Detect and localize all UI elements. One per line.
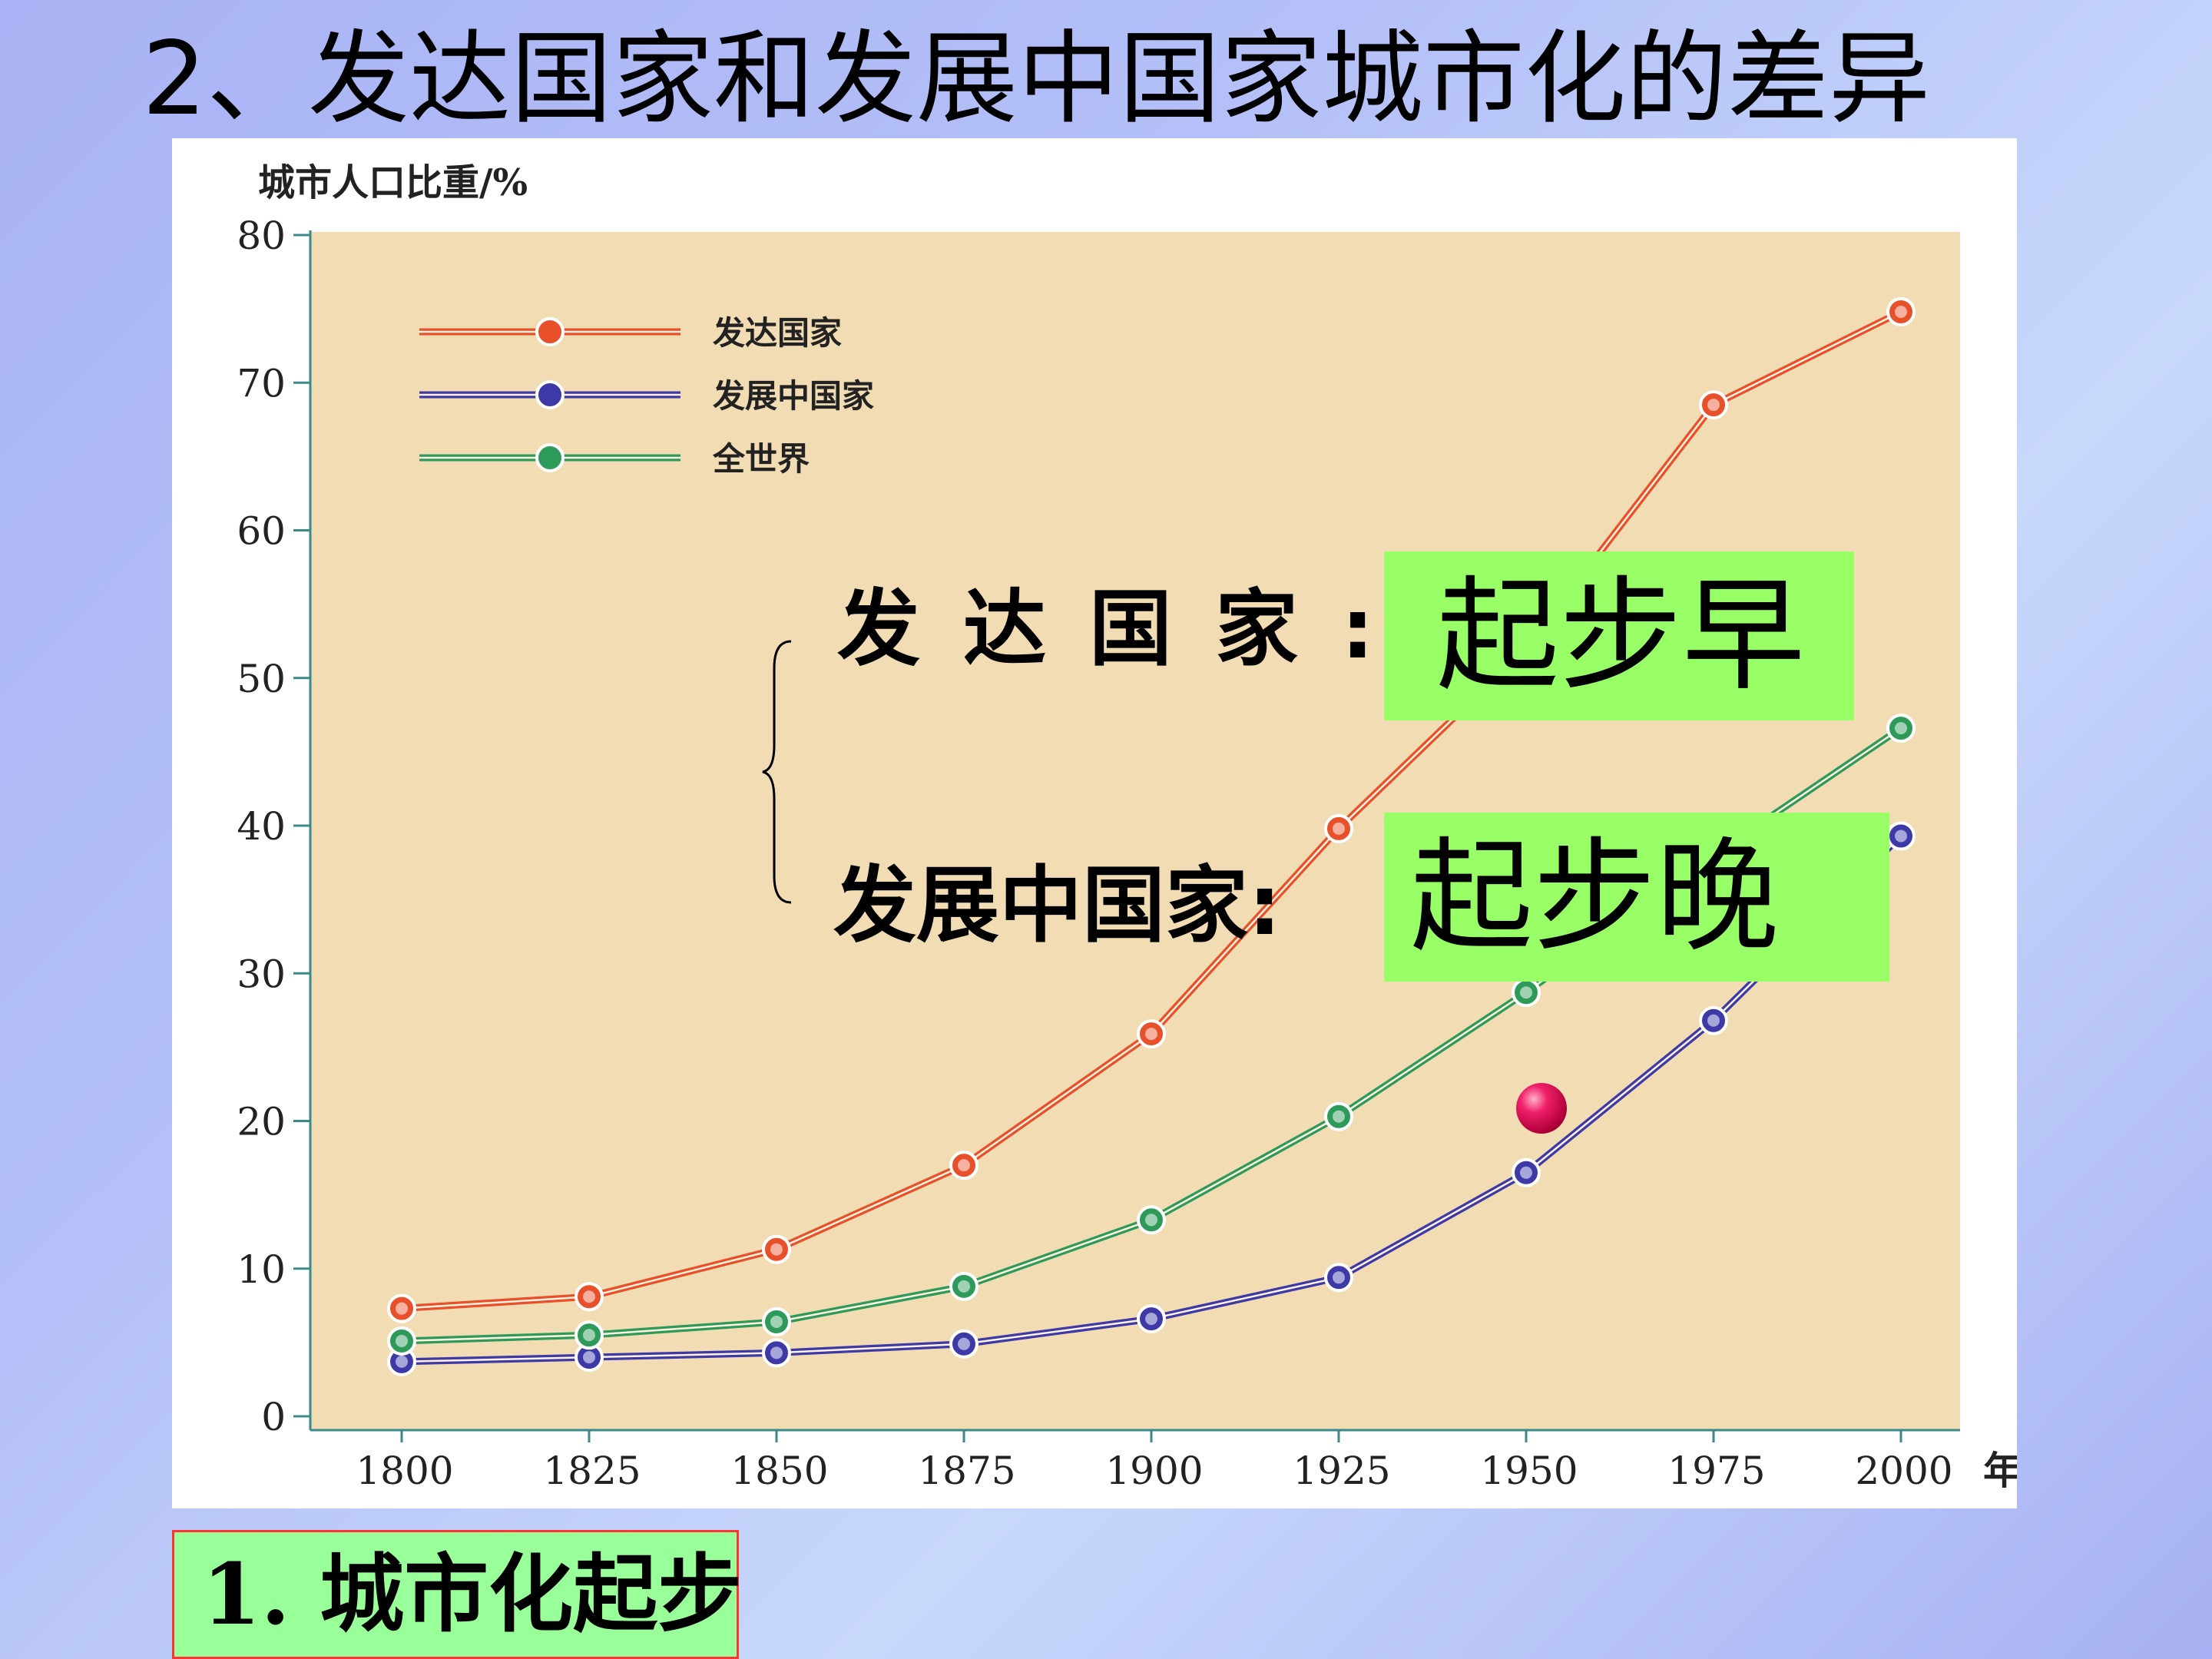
- data-point-highlight: [1145, 1214, 1157, 1227]
- curly-brace-icon: [762, 640, 792, 904]
- legend-label: 全世界: [712, 440, 810, 478]
- y-tick-label: 60: [237, 509, 286, 554]
- legend-marker: [535, 443, 565, 472]
- data-point-highlight: [1333, 822, 1345, 835]
- data-point-highlight: [1895, 305, 1907, 318]
- y-tick-label: 70: [237, 361, 286, 406]
- x-tick-label: 2000: [1855, 1449, 1952, 1493]
- data-point-highlight: [958, 1280, 970, 1293]
- y-tick-label: 20: [237, 1100, 286, 1144]
- data-point-highlight: [396, 1355, 408, 1368]
- x-tick-label: 1825: [543, 1449, 641, 1493]
- developing-country-label: 发展中国家:: [833, 858, 1282, 954]
- data-point-highlight: [396, 1302, 408, 1315]
- developing-start-late-box: 起步晚: [1384, 813, 1889, 982]
- data-point-highlight: [1895, 830, 1907, 843]
- x-tick-label: 1900: [1105, 1449, 1203, 1493]
- data-point-highlight: [770, 1315, 783, 1328]
- y-tick-label: 50: [237, 657, 286, 701]
- y-tick-label: 30: [237, 952, 286, 996]
- x-tick-label: 1975: [1667, 1449, 1765, 1493]
- data-point-highlight: [770, 1346, 783, 1359]
- data-point-highlight: [1520, 1166, 1532, 1179]
- data-point-highlight: [583, 1290, 595, 1303]
- y-tick-label: 80: [237, 214, 286, 258]
- red-ball-icon: [1516, 1083, 1567, 1134]
- x-tick-label: 1800: [356, 1449, 453, 1493]
- x-axis-label: 年: [1983, 1448, 2017, 1493]
- legend-marker: [535, 380, 565, 409]
- data-point-highlight: [1895, 722, 1907, 735]
- legend-marker: [535, 317, 565, 346]
- legend-label: 发达国家: [713, 314, 842, 352]
- data-point-highlight: [1333, 1271, 1345, 1284]
- data-point-highlight: [1520, 986, 1532, 999]
- developed-start-early-box: 起步早: [1384, 551, 1854, 720]
- caption-box: 1. 城市化起步: [172, 1530, 742, 1659]
- data-point-highlight: [583, 1351, 595, 1364]
- x-tick-label: 1850: [730, 1449, 828, 1493]
- y-tick-label: 0: [261, 1395, 286, 1439]
- data-point-highlight: [958, 1159, 970, 1172]
- slide-title: 2、发达国家和发展中国家城市化的差异: [142, 20, 1930, 138]
- developed-country-label: 发达国家:: [837, 581, 1418, 677]
- y-axis-label: 城市人口比重/%: [258, 161, 528, 204]
- data-point-highlight: [1145, 1313, 1157, 1326]
- y-tick-label: 10: [237, 1247, 286, 1292]
- x-tick-label: 1950: [1480, 1449, 1578, 1493]
- data-point-highlight: [396, 1334, 408, 1347]
- legend-label: 发展中国家: [713, 377, 874, 415]
- x-tick-label: 1925: [1293, 1449, 1390, 1493]
- y-tick-label: 40: [237, 804, 286, 849]
- data-point-highlight: [1707, 1014, 1720, 1027]
- data-point-highlight: [770, 1243, 783, 1256]
- data-point-highlight: [1333, 1110, 1345, 1123]
- data-point-highlight: [1145, 1028, 1157, 1041]
- data-point-highlight: [1707, 399, 1720, 412]
- x-tick-label: 1875: [918, 1449, 1015, 1493]
- data-point-highlight: [958, 1337, 970, 1350]
- data-point-highlight: [583, 1329, 595, 1342]
